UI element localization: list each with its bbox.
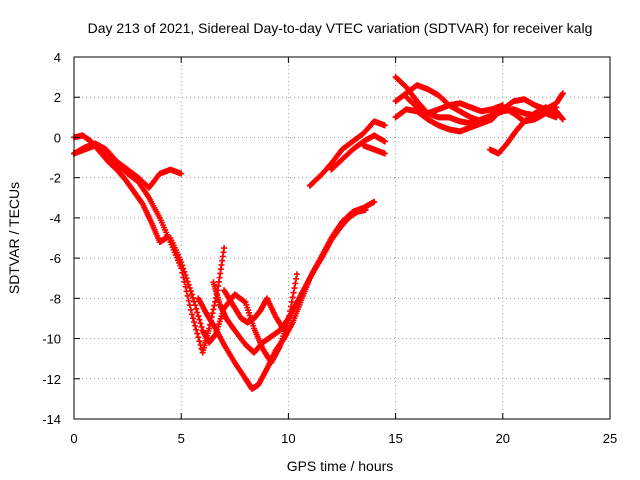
data-point: [179, 262, 186, 269]
y-tick-label: -10: [42, 332, 61, 347]
chart-title: Day 213 of 2021, Sidereal Day-to-day VTE…: [88, 20, 593, 36]
data-point: [195, 313, 202, 320]
data-layer: [71, 74, 566, 392]
y-tick-label: -12: [42, 372, 61, 387]
data-point: [241, 298, 248, 305]
data-point: [196, 338, 203, 345]
y-tick-label: -8: [49, 291, 61, 306]
data-point: [184, 292, 191, 299]
data-point: [185, 297, 192, 304]
data-point: [195, 334, 202, 341]
data-point: [192, 302, 199, 309]
series-track-3: [71, 142, 228, 356]
data-point: [381, 122, 388, 129]
data-point: [197, 320, 204, 327]
data-point: [292, 280, 299, 287]
data-point: [288, 298, 295, 305]
y-tick-label: -4: [49, 211, 61, 226]
data-point: [206, 325, 213, 332]
data-point: [186, 302, 193, 309]
data-point: [371, 198, 378, 205]
series-track-15: [403, 94, 506, 117]
data-point: [559, 90, 566, 97]
data-point: [178, 259, 185, 266]
y-tick-label: 0: [54, 130, 61, 145]
data-point: [187, 306, 194, 313]
data-point: [210, 306, 217, 313]
series-track-14: [486, 104, 566, 157]
data-point: [191, 319, 198, 326]
y-tick-label: -2: [49, 171, 61, 186]
data-point: [181, 268, 188, 275]
data-point: [289, 294, 296, 301]
x-tick-label: 25: [603, 431, 617, 446]
data-point: [281, 327, 288, 334]
data-point: [193, 326, 200, 333]
grid-layer: [74, 57, 610, 419]
data-point: [559, 116, 566, 123]
data-point: [183, 275, 190, 282]
data-point: [186, 284, 193, 291]
data-point: [182, 283, 189, 290]
data-point: [221, 245, 228, 252]
data-point: [196, 316, 203, 323]
data-point: [178, 170, 185, 177]
data-point: [185, 281, 192, 288]
x-axis-label: GPS time / hours: [287, 458, 394, 474]
data-point: [192, 322, 199, 329]
y-tick-label: -6: [49, 251, 61, 266]
data-point: [209, 310, 216, 317]
y-axis-label: SDTVAR / TECUs: [6, 182, 22, 294]
data-point: [189, 315, 196, 322]
data-point: [191, 298, 198, 305]
data-point: [180, 265, 187, 272]
data-point: [182, 272, 189, 279]
data-point: [194, 330, 201, 337]
data-point: [194, 309, 201, 316]
data-point: [291, 285, 298, 292]
data-point: [188, 291, 195, 298]
x-tick-label: 0: [70, 431, 77, 446]
series-track-8: [306, 118, 388, 189]
x-tick-label: 15: [388, 431, 402, 446]
y-tick-label: 2: [54, 90, 61, 105]
data-point: [189, 294, 196, 301]
plot-frame: [73, 56, 611, 420]
series-track-7: [221, 287, 288, 334]
series-track-5: [195, 198, 378, 392]
y-tick-label: 4: [54, 50, 61, 65]
data-point: [293, 271, 300, 278]
data-point: [499, 102, 506, 109]
data-point: [184, 278, 191, 285]
x-tick-label: 5: [178, 431, 185, 446]
data-point: [362, 206, 369, 213]
data-point: [211, 302, 218, 309]
series-track-10: [360, 142, 388, 157]
data-point: [381, 150, 388, 157]
data-point: [187, 288, 194, 295]
series-track-6: [210, 206, 369, 356]
x-tick-label: 20: [496, 431, 510, 446]
data-point: [381, 138, 388, 145]
y-tick-label: -14: [42, 412, 61, 427]
x-tick-label: 10: [281, 431, 295, 446]
data-point: [188, 311, 195, 318]
data-point: [193, 305, 200, 312]
data-point: [198, 323, 205, 330]
tick-layer: 0 5 10 15 20 25 -14 -12 -10 -8 -6 -4 -2 0 2 4: [42, 50, 617, 446]
data-point: [293, 275, 300, 282]
data-point: [290, 289, 297, 296]
